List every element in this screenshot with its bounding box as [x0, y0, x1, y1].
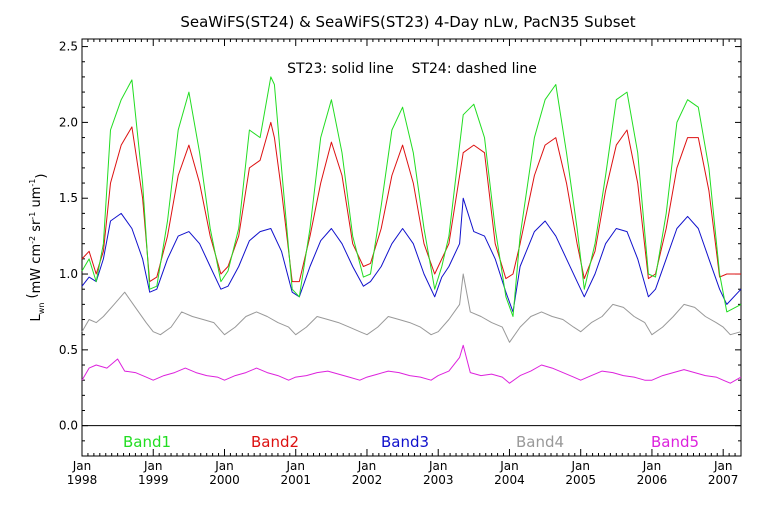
x-tick-year: 2005: [565, 473, 596, 487]
x-tick-month: Jan: [499, 459, 519, 473]
y-tick-label: 2.5: [59, 40, 78, 54]
legend-band4: Band4: [516, 433, 564, 451]
series-line-band5: [81, 344, 742, 384]
series-line-band4: [81, 273, 742, 343]
x-tick-year: 2007: [708, 473, 739, 487]
x-tick-year: 1999: [138, 473, 169, 487]
y-tick-label: 1.0: [59, 267, 78, 281]
chart-title: SeaWiFS(ST24) & SeaWiFS(ST23) 4-Day nLw,…: [180, 13, 635, 31]
x-tick-month: Jan: [285, 459, 305, 473]
x-tick-year: 2004: [494, 473, 525, 487]
x-tick-month: Jan: [713, 459, 733, 473]
y-tick-label: 2.0: [59, 115, 78, 129]
chart-subtitle: ST23: solid line ST24: dashed line: [287, 61, 537, 77]
legend-band5: Band5: [651, 433, 699, 451]
y-axis-label: Lwn (mW cm-2 sr-1 um-1): [25, 174, 49, 322]
y-axis-title: Lwn (mW cm-2 sr-1 um-1): [25, 174, 49, 322]
x-tick-month: Jan: [428, 459, 448, 473]
legend-band1: Band1: [123, 433, 171, 451]
series-line-band1: [81, 76, 742, 317]
x-tick-month: Jan: [570, 459, 590, 473]
x-tick-year: 1998: [67, 473, 98, 487]
y-axis: 0.0 0.5 1.0 1.5 2.0 2.5: [59, 40, 741, 442]
series-line-band2: [81, 121, 741, 283]
x-tick-year: 2000: [209, 473, 240, 487]
plot-frame: [81, 38, 742, 457]
y-tick-label: 0.0: [59, 419, 78, 433]
x-tick-year: 2002: [352, 473, 383, 487]
x-tick-year: 2006: [637, 473, 668, 487]
series-layer: [81, 76, 742, 384]
series-line-band3: [81, 197, 742, 313]
y-tick-label: 1.5: [59, 191, 78, 205]
legend-band3: Band3: [381, 433, 429, 451]
legend-band2: Band2: [251, 433, 299, 451]
y-tick-label: 0.5: [59, 343, 78, 357]
x-tick-month: Jan: [143, 459, 163, 473]
x-tick-month: Jan: [72, 459, 92, 473]
x-tick-month: Jan: [642, 459, 662, 473]
x-tick-month: Jan: [357, 459, 377, 473]
legend: Band1 Band2 Band3 Band4 Band5: [123, 433, 699, 451]
x-tick-year: 2001: [280, 473, 311, 487]
x-tick-month: Jan: [214, 459, 234, 473]
x-tick-year: 2003: [423, 473, 454, 487]
x-axis: Jan1998Jan1999Jan2000Jan2001Jan2002Jan20…: [67, 39, 742, 487]
